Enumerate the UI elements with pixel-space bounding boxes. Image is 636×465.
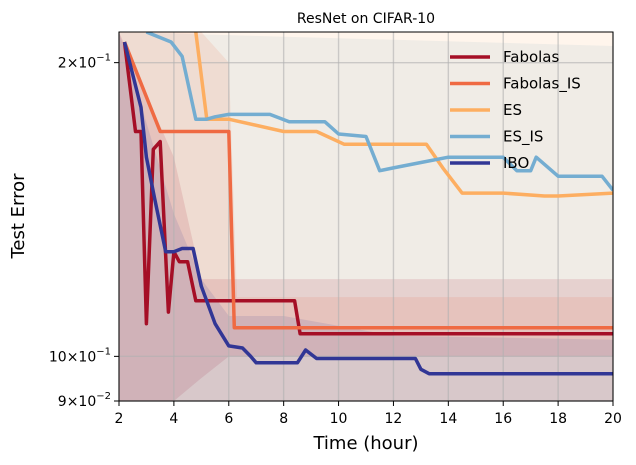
y-tick-label: 10×10−1 [49, 346, 111, 365]
x-tick-label: 18 [549, 411, 567, 427]
band-es [119, 32, 613, 401]
y-tick-label: 9×10−2 [58, 391, 111, 410]
x-tick-label: 10 [330, 411, 348, 427]
legend: Fabolas Fabolas_IS ES ES_IS IBO [450, 48, 581, 172]
x-tick-label: 12 [385, 411, 403, 427]
plot-frame [118, 31, 614, 402]
band-ibo [119, 32, 613, 401]
band-es-is [119, 32, 613, 401]
series-line-ibo [122, 41, 613, 376]
x-tick-label: 6 [224, 411, 233, 427]
band-fabolas-is [119, 32, 613, 401]
series-line-fabolas-is [122, 41, 613, 330]
x-axis-label: Time (hour) [312, 433, 418, 454]
band-fabolas [119, 32, 613, 401]
x-tick-label: 8 [279, 411, 288, 427]
x-tick-label: 16 [494, 411, 512, 427]
plot-area [119, 32, 613, 401]
legend-label-ibo: IBO [503, 154, 529, 172]
x-tick-label: 4 [169, 411, 178, 427]
legend-label-fabolas-is: Fabolas_IS [503, 75, 581, 94]
legend-label-fabolas: Fabolas [503, 48, 560, 66]
legend-label-es: ES [503, 101, 522, 119]
x-tick-label: 20 [604, 411, 622, 427]
chart-title: ResNet on CIFAR-10 [297, 11, 435, 27]
series-line-es-is [145, 32, 613, 192]
legend-label-es-is: ES_IS [503, 128, 543, 147]
x-tick-label: 14 [439, 411, 457, 427]
y-tick-label: 2×10−1 [58, 53, 111, 72]
series-line-es [194, 32, 613, 198]
x-tick-label: 2 [115, 411, 124, 427]
series-line-fabolas [122, 41, 613, 336]
y-axis-label: Test Error [8, 173, 29, 260]
